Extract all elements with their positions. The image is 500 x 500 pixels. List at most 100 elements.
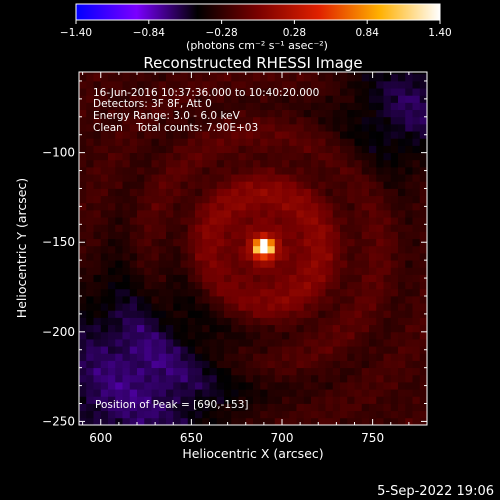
heatmap-cell xyxy=(195,145,203,154)
heatmap-cell xyxy=(318,152,326,161)
heatmap-cell xyxy=(151,152,160,161)
heatmap-cell xyxy=(187,152,196,161)
heatmap-cell xyxy=(405,353,413,361)
heatmap-cell xyxy=(108,72,116,75)
heatmap-cell xyxy=(390,95,399,103)
heatmap-cell xyxy=(79,231,87,240)
heatmap-cell xyxy=(296,159,305,168)
heatmap-cell xyxy=(79,166,87,175)
heatmap-cell xyxy=(202,403,210,412)
heatmap-cell xyxy=(405,138,413,146)
heatmap-cell xyxy=(303,353,312,361)
heatmap-cell xyxy=(115,310,123,318)
heatmap-cell xyxy=(79,389,87,397)
heatmap-cell xyxy=(238,338,247,347)
heatmap-cell xyxy=(398,80,406,89)
heatmap-cell xyxy=(195,166,203,175)
heatmap-cell xyxy=(216,410,225,419)
heatmap-cell xyxy=(303,209,312,218)
heatmap-cell xyxy=(260,209,268,218)
heatmap-cell xyxy=(151,389,160,397)
heatmap-cell xyxy=(151,310,160,318)
heatmap-cell xyxy=(129,72,138,75)
heatmap-cell xyxy=(390,195,399,204)
heatmap-cell xyxy=(173,396,181,404)
chart-title: Reconstructed RHESSI Image xyxy=(143,54,362,72)
heatmap-cell xyxy=(86,396,94,404)
heatmap-cell xyxy=(332,202,341,211)
heatmap-cell xyxy=(369,245,377,254)
heatmap-cell xyxy=(216,403,225,412)
heatmap-cell xyxy=(216,80,225,89)
heatmap-cell xyxy=(108,224,116,232)
heatmap-cell xyxy=(144,374,152,383)
heatmap-cell xyxy=(369,217,377,225)
heatmap-cell xyxy=(224,324,232,333)
heatmap-cell xyxy=(108,188,116,197)
heatmap-cell xyxy=(253,295,261,304)
heatmap-cell xyxy=(238,410,247,419)
heatmap-cell xyxy=(325,331,334,340)
heatmap-cell xyxy=(224,374,232,383)
heatmap-cell xyxy=(260,389,268,397)
heatmap-cell xyxy=(245,267,254,275)
heatmap-cell xyxy=(369,317,377,326)
heatmap-cell xyxy=(202,123,210,132)
heatmap-cell xyxy=(419,145,427,154)
heatmap-cell xyxy=(202,145,210,154)
heatmap-cell xyxy=(93,267,102,275)
heatmap-cell xyxy=(238,274,247,283)
heatmap-cell xyxy=(419,95,427,103)
heatmap-cell xyxy=(361,72,370,75)
heatmap-cell xyxy=(260,102,268,111)
heatmap-cell xyxy=(354,224,363,232)
heatmap-cell xyxy=(303,138,312,146)
heatmap-cell xyxy=(122,367,131,376)
heatmap-cell xyxy=(144,267,152,275)
heatmap-cell xyxy=(354,73,363,82)
heatmap-cell xyxy=(238,123,247,132)
heatmap-cell xyxy=(260,174,268,182)
heatmap-cell xyxy=(137,224,145,232)
heatmap-cell xyxy=(361,238,370,247)
heatmap-cell xyxy=(267,288,276,297)
heatmap-cell xyxy=(260,310,268,318)
heatmap-cell xyxy=(267,188,276,197)
heatmap-cell xyxy=(289,195,297,204)
heatmap-cell xyxy=(93,374,102,383)
heatmap-cell xyxy=(100,88,109,96)
heatmap-cell xyxy=(325,224,334,232)
heatmap-cell xyxy=(347,174,355,182)
heatmap-cell xyxy=(202,252,210,261)
heatmap-cell xyxy=(376,281,384,290)
heatmap-cell xyxy=(383,102,392,111)
heatmap-cell xyxy=(115,80,123,89)
heatmap-cell xyxy=(137,338,145,347)
heatmap-cell xyxy=(383,174,392,182)
heatmap-cell xyxy=(361,188,370,197)
heatmap-cell xyxy=(202,152,210,161)
heatmap-cell xyxy=(122,195,131,204)
heatmap-cell xyxy=(122,217,131,225)
heatmap-cell xyxy=(180,389,189,397)
heatmap-cell xyxy=(412,274,421,283)
heatmap-cell xyxy=(289,209,297,218)
heatmap-cell xyxy=(354,72,363,75)
heatmap-cell xyxy=(245,159,254,168)
heatmap-cell xyxy=(129,360,138,369)
heatmap-cell xyxy=(93,410,102,419)
heatmap-cell xyxy=(238,166,247,175)
heatmap-cell xyxy=(137,360,145,369)
heatmap-cell xyxy=(216,73,225,82)
heatmap-cell xyxy=(216,188,225,197)
heatmap-cell xyxy=(224,410,232,419)
heatmap-cell xyxy=(144,72,152,75)
heatmap-cell xyxy=(180,209,189,218)
heatmap-cell xyxy=(332,374,341,383)
heatmap-cell xyxy=(224,260,232,268)
heatmap-cell xyxy=(173,231,181,240)
heatmap-cell xyxy=(332,181,341,189)
heatmap-cell xyxy=(318,417,326,425)
heatmap-cell xyxy=(383,346,392,354)
